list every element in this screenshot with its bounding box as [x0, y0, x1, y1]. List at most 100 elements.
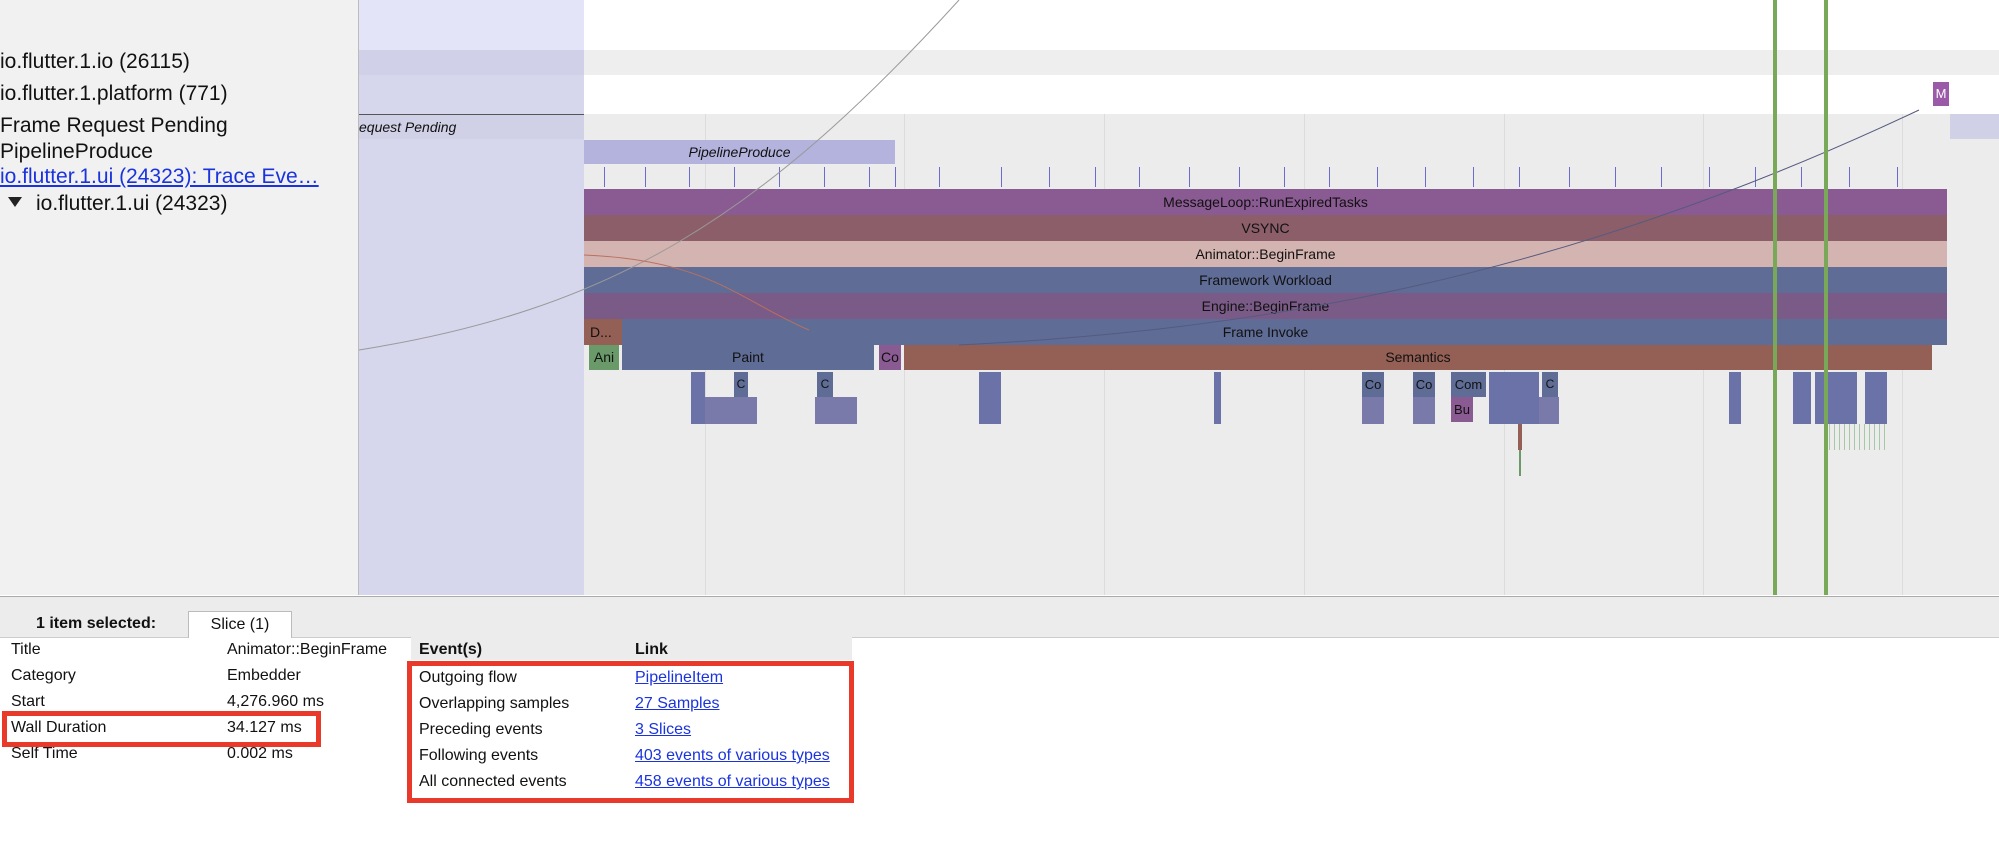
flow-tick — [779, 167, 780, 187]
slice-bar[interactable] — [1214, 372, 1221, 424]
slice-message-loop[interactable]: MessageLoop::RunExpiredTasks — [584, 189, 1947, 215]
flow-tick — [1239, 167, 1240, 187]
slice-ani[interactable]: Ani — [589, 345, 619, 370]
prop-self-time-key: Self Time — [11, 745, 78, 762]
slice-bu[interactable]: Bu — [1451, 397, 1473, 422]
flow-tick — [939, 167, 940, 187]
flow-tick — [1661, 167, 1662, 187]
flow-tick — [1801, 167, 1802, 187]
flow-tick — [1284, 167, 1285, 187]
track-band-io — [584, 50, 1999, 75]
selection-shade — [359, 0, 584, 595]
track-label-io-thread[interactable]: io.flutter.1.io (26115) — [0, 50, 190, 73]
slice-bar[interactable] — [1413, 397, 1435, 424]
slice-bar[interactable] — [1518, 424, 1522, 450]
slice-paint[interactable]: Paint — [622, 345, 874, 370]
slice-bar[interactable] — [815, 397, 857, 424]
collapse-triangle-icon[interactable] — [8, 197, 22, 207]
slice-co1[interactable]: Co — [1362, 372, 1384, 397]
highlight-wall-duration — [2, 711, 321, 747]
event-outgoing-flow: Outgoing flow — [419, 669, 517, 686]
slice-bar[interactable] — [705, 397, 757, 424]
selection-count: 1 item selected: — [36, 615, 157, 632]
slice-bar[interactable] — [1362, 397, 1384, 424]
flow-arrows — [359, 0, 1920, 351]
trace-timeline[interactable]: equest Pending M PipelineProduce Message… — [359, 0, 1999, 595]
frame-marker-line — [1773, 0, 1777, 595]
track-band-top — [584, 0, 1999, 50]
flow-tick — [1615, 167, 1616, 187]
slice-bar[interactable] — [1815, 372, 1857, 424]
flow-tick — [1569, 167, 1570, 187]
event-overlapping-samples: Overlapping samples — [419, 695, 570, 712]
link-pipeline-item[interactable]: PipelineItem — [635, 669, 724, 686]
event-all-connected: All connected events — [419, 773, 567, 790]
flow-tick — [1755, 167, 1756, 187]
flow-tick — [1519, 167, 1520, 187]
flow-tick — [645, 167, 646, 187]
prop-wall-duration-value: 34.127 ms — [227, 719, 302, 736]
slice-d[interactable]: D... — [584, 319, 622, 345]
track-label-panel: io.flutter.1.io (26115) io.flutter.1.pla… — [0, 0, 359, 595]
track-band-io-selected — [359, 50, 584, 75]
slice-semantics[interactable]: Semantics — [904, 345, 1932, 370]
prop-start-value: 4,276.960 ms — [227, 693, 324, 710]
selection-shade-top — [359, 0, 584, 50]
event-following: Following events — [419, 747, 539, 764]
prop-title-key: Title — [11, 641, 41, 658]
slice-c2[interactable]: C — [817, 372, 833, 397]
slice-m[interactable]: M — [1933, 82, 1949, 106]
flow-tick — [1377, 167, 1378, 187]
flow-tick — [1473, 167, 1474, 187]
slice-vsync[interactable]: VSYNC — [584, 215, 1947, 241]
link-samples[interactable]: 27 Samples — [635, 695, 720, 712]
prop-start-key: Start — [11, 693, 45, 710]
slice-pipeline-produce[interactable]: PipelineProduce — [584, 140, 895, 164]
track-label-frame-request[interactable]: Frame Request Pending — [0, 114, 228, 137]
slice-bar[interactable] — [1539, 397, 1559, 424]
slice-bar — [1829, 424, 1889, 450]
link-following-events[interactable]: 403 events of various types — [635, 747, 830, 764]
event-preceding: Preceding events — [419, 721, 543, 738]
slice-co-small[interactable]: Co — [879, 345, 901, 370]
flow-tick — [1849, 167, 1850, 187]
slice-bar[interactable] — [1865, 372, 1887, 424]
slice-bar[interactable] — [1519, 450, 1521, 476]
prop-title-value: Animator::BeginFrame — [227, 641, 388, 658]
slice-c3[interactable]: C — [1542, 372, 1558, 397]
flow-tick — [1329, 167, 1330, 187]
flow-tick — [1139, 167, 1140, 187]
flow-tick — [604, 167, 605, 187]
track-label-ui-trace-link[interactable]: io.flutter.1.ui (24323): Trace Eve… — [0, 165, 319, 188]
highlight-events-table — [407, 661, 854, 803]
details-panel: 1 item selected: Slice (1) Title Animato… — [0, 596, 1999, 858]
slice-request-pending-right[interactable] — [1950, 114, 1999, 139]
prop-wall-duration-key: Wall Duration — [11, 719, 107, 736]
tab-slice[interactable]: Slice (1) — [188, 611, 292, 638]
slice-bar[interactable] — [1729, 372, 1741, 424]
slice-frame-invoke[interactable]: Frame Invoke — [584, 319, 1947, 345]
prop-self-time-value: 0.002 ms — [227, 745, 293, 762]
track-label-pipeline-produce[interactable]: PipelineProduce — [0, 140, 153, 163]
flow-tick — [1709, 167, 1710, 187]
slice-framework-workload[interactable]: Framework Workload — [584, 267, 1947, 293]
slice-bar[interactable] — [691, 372, 705, 424]
link-preceding-slices[interactable]: 3 Slices — [635, 721, 692, 738]
slice-bar[interactable] — [1489, 372, 1539, 424]
slice-co2[interactable]: Co — [1413, 372, 1435, 397]
link-all-connected[interactable]: 458 events of various types — [635, 773, 830, 790]
slice-bar[interactable] — [979, 372, 1001, 424]
details-header: 1 item selected: Slice (1) — [0, 596, 1999, 638]
track-label-platform-thread[interactable]: io.flutter.1.platform (771) — [0, 82, 228, 105]
track-label-ui-thread[interactable]: io.flutter.1.ui (24323) — [36, 192, 228, 215]
flow-tick — [895, 167, 896, 187]
flow-tick — [689, 167, 690, 187]
slice-request-pending[interactable]: equest Pending — [359, 114, 584, 139]
slice-c1[interactable]: C — [734, 372, 748, 397]
flow-tick — [824, 167, 825, 187]
slice-animator-begin-frame[interactable]: Animator::BeginFrame — [584, 241, 1947, 267]
prop-category-value: Embedder — [227, 667, 301, 684]
flow-tick — [869, 167, 870, 187]
slice-com[interactable]: Com — [1451, 372, 1486, 397]
slice-bar[interactable] — [1793, 372, 1811, 424]
